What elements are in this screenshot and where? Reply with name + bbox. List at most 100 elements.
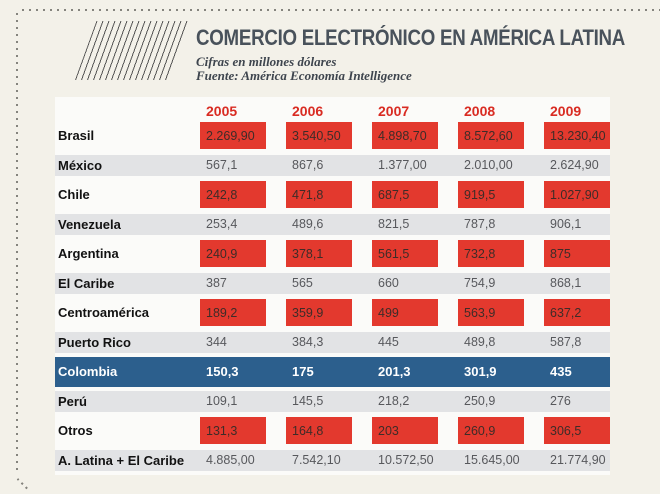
- value-cell: 201,3: [372, 357, 458, 387]
- value-text: 754,9: [464, 276, 496, 291]
- table-row: Perú 109,1 145,5 218,2 250,9 276: [55, 387, 610, 417]
- table-row: A. Latina + El Caribe 4.885,00 7.542,10 10.…: [55, 446, 610, 476]
- table-row: Chile 242,8 471,8 687,5 919,5 1.027,90: [55, 180, 610, 210]
- value-text: 660: [378, 276, 399, 291]
- value-cell: 821,5: [372, 210, 458, 240]
- value-cell: 8.572,60: [458, 121, 544, 151]
- row-band: [55, 449, 610, 471]
- row-label: México: [58, 157, 103, 173]
- year-header-2009: 2009: [550, 103, 582, 119]
- value-cell: 15.645,00: [458, 446, 544, 476]
- value-box: 687,5: [372, 181, 438, 209]
- value-cell: 306,5: [544, 416, 610, 446]
- row-label: Venezuela: [58, 216, 121, 232]
- value-cell: 189,2: [200, 298, 286, 328]
- dotted-border-corner: [16, 478, 28, 490]
- value-cell: 2.269,90: [200, 121, 286, 151]
- value-text: 906,1: [550, 217, 582, 232]
- value-text: 10.572,50: [378, 453, 434, 468]
- value-text: 175: [292, 364, 314, 380]
- value-cell: 489,6: [286, 210, 372, 240]
- value-box: 499: [372, 299, 438, 327]
- value-cell: 732,8: [458, 239, 544, 269]
- value-text: 2.624,90: [550, 158, 599, 173]
- value-cell: 242,8: [200, 180, 286, 210]
- value-box: 1.027,90: [544, 181, 610, 209]
- value-text: 1.377,00: [378, 158, 427, 173]
- value-cell: 253,4: [200, 210, 286, 240]
- dotted-border-top: [22, 9, 660, 11]
- value-cell: 561,5: [372, 239, 458, 269]
- value-box: 240,9: [200, 240, 266, 268]
- subtitle-source: Fuente: América Economía Intelligence: [196, 68, 412, 83]
- value-text: 15.645,00: [464, 453, 520, 468]
- value-cell: 359,9: [286, 298, 372, 328]
- value-cell: 260,9: [458, 416, 544, 446]
- value-cell: 3.540,50: [286, 121, 372, 151]
- value-text: 867,6: [292, 158, 324, 173]
- value-box: 2.269,90: [200, 122, 266, 150]
- value-text: 787,8: [464, 217, 496, 232]
- value-cell: 301,9: [458, 357, 544, 387]
- value-cell: 919,5: [458, 180, 544, 210]
- value-text: 4.885,00: [206, 453, 255, 468]
- row-label: Argentina: [58, 246, 119, 262]
- value-cell: 175: [286, 357, 372, 387]
- value-cell: 906,1: [544, 210, 610, 240]
- table-row: Puerto Rico 344 384,3 445 489,8 587,8: [55, 328, 610, 358]
- value-text: 253,4: [206, 217, 238, 232]
- value-cell: 471,8: [286, 180, 372, 210]
- value-cell: 754,9: [458, 269, 544, 299]
- value-box: 875: [544, 240, 610, 268]
- value-text: 489,6: [292, 217, 324, 232]
- value-cell: 384,3: [286, 328, 372, 358]
- row-label: Chile: [58, 187, 90, 203]
- value-cell: 687,5: [372, 180, 458, 210]
- value-box: 131,3: [200, 417, 266, 445]
- value-text: 387: [206, 276, 227, 291]
- table-row: Argentina 240,9 378,1 561,5 732,8 875: [55, 239, 610, 269]
- value-box: 13.230,40: [544, 122, 610, 150]
- table-row: Centroamérica 189,2 359,9 499 563,9 637,2: [55, 298, 610, 328]
- value-cell: 218,2: [372, 387, 458, 417]
- value-cell: 10.572,50: [372, 446, 458, 476]
- value-cell: 867,6: [286, 151, 372, 181]
- value-text: 567,1: [206, 158, 238, 173]
- value-box: 164,8: [286, 417, 352, 445]
- data-table: 2005 2006 2007 2008 2009 Brasil 2.269,90 3.540…: [55, 97, 610, 475]
- value-text: 565: [292, 276, 313, 291]
- value-text: 489,8: [464, 335, 496, 350]
- value-cell: 203: [372, 416, 458, 446]
- value-cell: 499: [372, 298, 458, 328]
- row-band: [55, 390, 610, 412]
- row-label: Brasil: [58, 128, 95, 144]
- value-text: 276: [550, 394, 571, 409]
- value-cell: 567,1: [200, 151, 286, 181]
- row-label: Perú: [58, 393, 87, 409]
- row-label: Colombia: [58, 364, 118, 380]
- value-text: 218,2: [378, 394, 410, 409]
- diagonal-hatch-logo-icon: [75, 21, 189, 80]
- value-box: 637,2: [544, 299, 610, 327]
- table-row: Otros 131,3 164,8 203 260,9 306,5: [55, 416, 610, 446]
- year-header-row: 2005 2006 2007 2008 2009: [55, 97, 610, 121]
- value-box: 4.898,70: [372, 122, 438, 150]
- value-text: 821,5: [378, 217, 410, 232]
- table-row: El Caribe 387 565 660 754,9 868,1: [55, 269, 610, 299]
- value-box: 732,8: [458, 240, 524, 268]
- value-cell: 4.898,70: [372, 121, 458, 151]
- dotted-border-left: [16, 13, 18, 475]
- value-cell: 150,3: [200, 357, 286, 387]
- value-cell: 565: [286, 269, 372, 299]
- value-cell: 164,8: [286, 416, 372, 446]
- value-text: 344: [206, 335, 227, 350]
- value-box: 306,5: [544, 417, 610, 445]
- row-band: [55, 331, 610, 353]
- value-cell: 1.377,00: [372, 151, 458, 181]
- value-cell: 637,2: [544, 298, 610, 328]
- value-cell: 4.885,00: [200, 446, 286, 476]
- value-cell: 2.010,00: [458, 151, 544, 181]
- value-cell: 660: [372, 269, 458, 299]
- value-cell: 13.230,40: [544, 121, 610, 151]
- value-text: 250,9: [464, 394, 496, 409]
